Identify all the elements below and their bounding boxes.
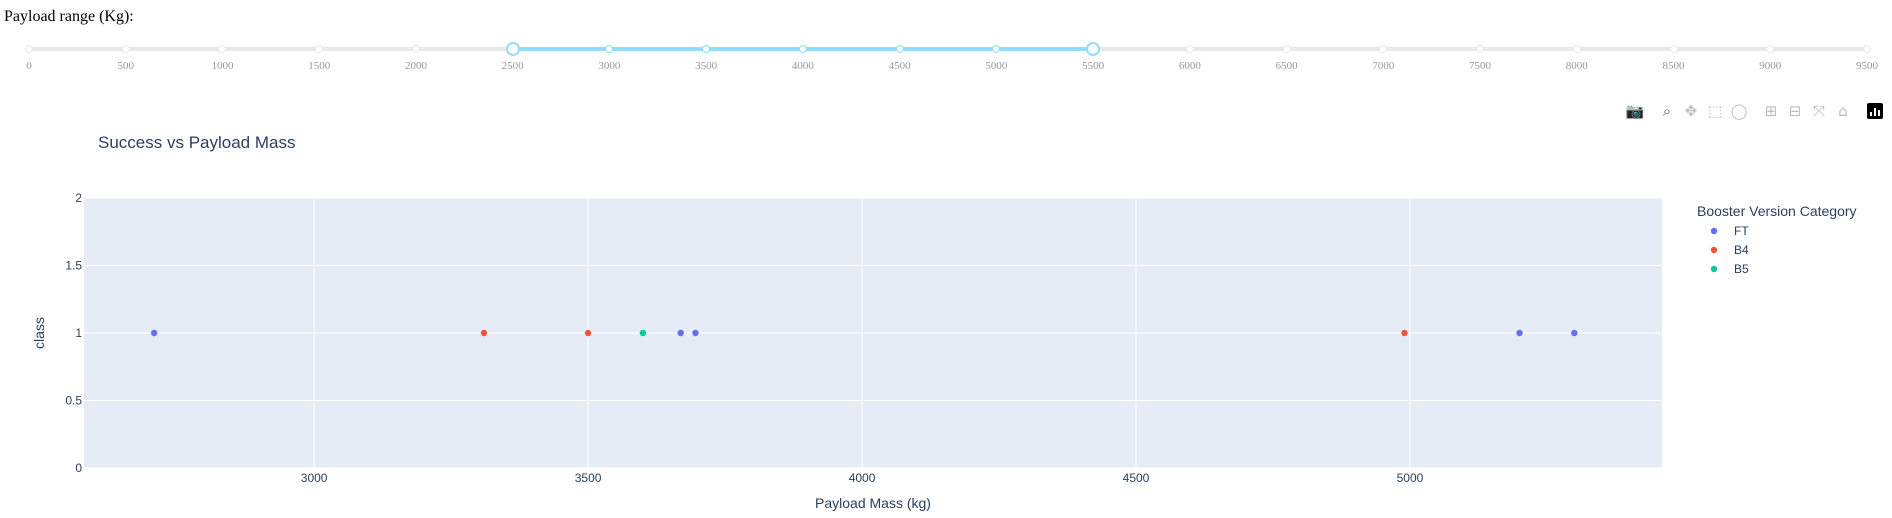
x-tick-label: 3000 <box>301 471 328 485</box>
zoom-icon[interactable]: ⌕ <box>1662 102 1672 120</box>
slider-mark-label[interactable]: 3500 <box>695 60 718 72</box>
slider-handle-min[interactable] <box>505 42 520 56</box>
data-point-ft[interactable] <box>677 329 684 337</box>
legend-title: Booster Version Category <box>1697 203 1857 219</box>
slider-dot[interactable] <box>218 45 227 53</box>
slider-mark-label[interactable]: 5000 <box>985 60 1008 72</box>
data-point-b4[interactable] <box>1401 329 1408 337</box>
legend-label: FT <box>1734 224 1749 238</box>
legend-item-b5[interactable]: B5 <box>1710 262 1749 276</box>
slider-mark-label[interactable]: 6000 <box>1178 60 1201 72</box>
slider-mark-label[interactable]: 0 <box>26 60 32 72</box>
y-tick-label: 2 <box>75 191 82 205</box>
slider-dot[interactable] <box>895 45 904 53</box>
data-points <box>150 329 1578 337</box>
x-tick-label: 5000 <box>1397 471 1424 485</box>
slider-dot[interactable] <box>1379 45 1388 53</box>
grid-lines <box>84 197 1662 469</box>
legend-marker <box>1710 246 1718 254</box>
slider-dot[interactable] <box>992 45 1001 53</box>
slider-dot[interactable] <box>411 45 420 53</box>
slider-dot[interactable] <box>1863 45 1871 53</box>
slider-mark-label[interactable]: 1000 <box>211 60 234 72</box>
slider-mark-label[interactable]: 500 <box>117 60 134 72</box>
slider-dot[interactable] <box>121 45 130 53</box>
slider-mark-label[interactable]: 1500 <box>308 60 331 72</box>
y-tick-label: 0 <box>75 461 82 475</box>
slider-mark-label[interactable]: 5500 <box>1082 60 1105 72</box>
slider-dot[interactable] <box>605 45 614 53</box>
zoom-out-icon[interactable]: ⊟ <box>1788 102 1802 120</box>
legend-item-b4[interactable]: B4 <box>1710 243 1749 257</box>
slider-dot[interactable] <box>1669 45 1678 53</box>
legend-item-ft[interactable]: FT <box>1710 224 1750 238</box>
chart-title: Success vs Payload Mass <box>98 133 295 152</box>
zoom-in-icon[interactable]: ⊞ <box>1764 102 1778 120</box>
slider-mark-label[interactable]: 3000 <box>598 60 621 72</box>
slider-dot[interactable] <box>1185 45 1194 53</box>
legend-label: B5 <box>1734 262 1749 276</box>
slider-handle-max[interactable] <box>1086 42 1101 56</box>
legend-marker <box>1710 227 1718 235</box>
y-tick-label: 1.5 <box>65 259 82 273</box>
slider-mark-label[interactable]: 7000 <box>1372 60 1395 72</box>
y-tick-label: 1 <box>75 326 82 340</box>
autoscale-icon[interactable]: ⤧ <box>1812 102 1825 120</box>
y-axis-ticks: 0 0.5 1 1.5 2 <box>65 191 82 475</box>
slider-mark-label[interactable]: 2000 <box>404 60 427 72</box>
x-axis-ticks: 3000 3500 4000 4500 5000 <box>301 471 1424 485</box>
slider-dot[interactable] <box>798 45 807 53</box>
lasso-icon[interactable]: ◯ <box>1730 102 1748 120</box>
slider-mark-label[interactable]: 4500 <box>888 60 911 72</box>
slider-mark-label[interactable]: 4000 <box>791 60 814 72</box>
legend: Booster Version Category FT B4 B5 <box>1697 203 1857 276</box>
data-point-b4[interactable] <box>584 329 592 337</box>
slider-mark-label[interactable]: 8000 <box>1565 60 1588 72</box>
reset-axes-icon[interactable]: ⌂ <box>1838 102 1848 120</box>
data-point-ft[interactable] <box>1571 329 1578 337</box>
slider-dot[interactable] <box>1766 45 1775 53</box>
slider-mark-label[interactable]: 8500 <box>1662 60 1685 72</box>
data-point-b5[interactable] <box>639 329 647 337</box>
legend-label: B4 <box>1734 243 1749 257</box>
pan-icon[interactable]: ✥ <box>1684 102 1698 120</box>
legend-marker <box>1710 265 1718 273</box>
slider-dot[interactable] <box>702 45 711 53</box>
payload-range-label: Payload range (Kg): <box>4 8 134 25</box>
slider-mark-label[interactable]: 9500 <box>1856 60 1878 72</box>
y-tick-label: 0.5 <box>65 394 82 408</box>
box-select-icon[interactable]: ⬚ <box>1707 102 1723 120</box>
slider-mark-label[interactable]: 6500 <box>1275 60 1298 72</box>
slider-dot[interactable] <box>25 45 33 53</box>
slider-mark-label[interactable]: 7500 <box>1469 60 1492 72</box>
plotly-logo-icon[interactable] <box>1867 103 1883 119</box>
slider-dot[interactable] <box>1572 45 1581 53</box>
x-axis-title: Payload Mass (kg) <box>815 495 931 511</box>
payload-range-slider[interactable]: 0 500 1000 1500 2000 2500 3000 3500 4000 4500 5000… <box>0 30 1892 80</box>
slider-mark-label[interactable]: 2500 <box>501 60 524 72</box>
x-tick-label: 4500 <box>1123 471 1150 485</box>
slider-dot[interactable] <box>315 45 324 53</box>
data-point-ft[interactable] <box>692 329 699 337</box>
x-tick-label: 3500 <box>575 471 602 485</box>
slider-mark-label[interactable]: 9000 <box>1759 60 1782 72</box>
x-tick-label: 4000 <box>849 471 876 485</box>
y-axis-title: class <box>31 317 47 349</box>
data-point-b4[interactable] <box>480 329 488 337</box>
camera-icon[interactable]: 📷 <box>1625 102 1645 120</box>
slider-dot[interactable] <box>1282 45 1291 53</box>
data-point-ft[interactable] <box>150 329 158 337</box>
chart-modebar: 📷 ⌕ ✥ ⬚ ◯ ⊞ ⊟ ⤧ ⌂ <box>0 100 1892 122</box>
slider-dot[interactable] <box>1476 45 1485 53</box>
data-point-ft[interactable] <box>1516 329 1523 337</box>
